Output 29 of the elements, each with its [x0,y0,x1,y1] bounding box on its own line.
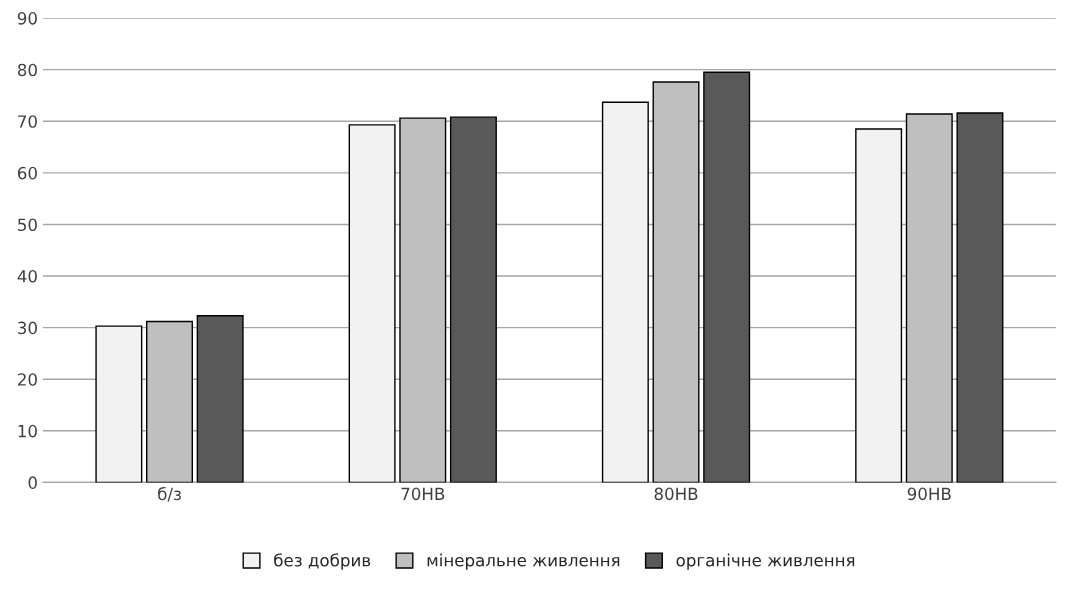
bar [399,117,447,483]
y-tick-label: 40 [17,270,37,283]
y-tick-label: 70 [18,115,37,128]
y-tick-label: 60 [17,166,37,180]
bar [855,128,903,483]
legend-label: мінеральне живлення [427,553,620,570]
y-tick-label: 0 [28,476,37,489]
bar [652,81,700,483]
bar [196,315,244,483]
y-tick-label: 80 [17,63,37,77]
bar [703,71,751,483]
y-tick-label: 90 [17,12,37,25]
bar [601,101,649,483]
bar [449,116,497,483]
x-tick-label: б/з [158,486,181,502]
bar [348,124,396,483]
y-tick-label: 20 [18,373,37,386]
y-tick-label: 50 [18,218,37,232]
x-tick-label: 80НВ [654,487,698,501]
bar [146,320,193,483]
legend-label: без добрив [274,553,371,570]
bar [95,325,143,483]
y-tick-label: 10 [18,424,37,438]
x-tick-label: 90НВ [907,487,951,501]
bar [905,113,953,483]
bar [956,112,1004,483]
y-tick-label: 30 [18,321,37,335]
x-tick-label: 70НВ [401,487,445,501]
legend-label: органічне живлення [676,553,855,570]
